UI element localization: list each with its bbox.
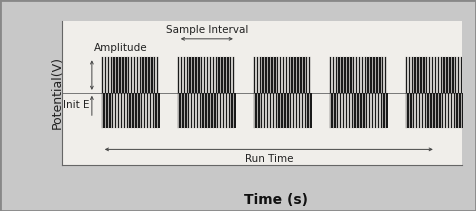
Text: Run Time: Run Time [245, 154, 293, 164]
Text: Sample Interval: Sample Interval [166, 25, 248, 35]
Text: Time (s): Time (s) [244, 193, 308, 207]
Text: Amplitude: Amplitude [94, 43, 148, 53]
Y-axis label: Potential(V): Potential(V) [51, 56, 64, 129]
Text: Init E: Init E [63, 100, 90, 111]
